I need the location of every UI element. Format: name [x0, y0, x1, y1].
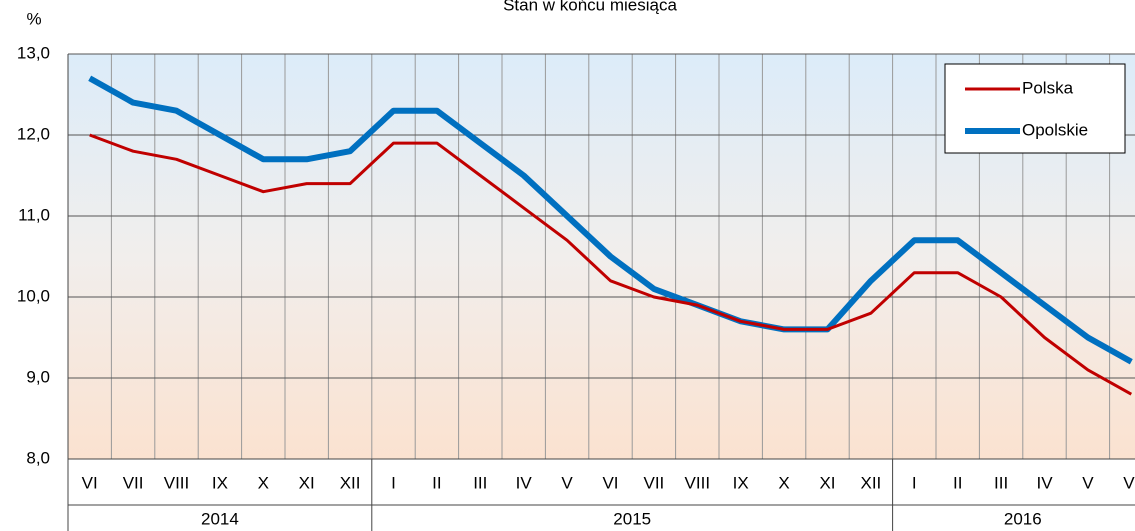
series-line — [89, 133, 1133, 396]
x-tick-label: VI — [82, 473, 98, 492]
y-tick-label: 10,0 — [17, 286, 50, 305]
x-tick-label: VI — [1123, 473, 1135, 492]
group-label: 2015 — [613, 509, 651, 528]
x-tick-label: VII — [644, 473, 665, 492]
y-tick-label: 13,0 — [17, 43, 50, 62]
x-tick-label: I — [391, 473, 396, 492]
group-label: 2014 — [201, 509, 239, 528]
legend-label: Opolskie — [1022, 120, 1088, 139]
x-tick-label: IX — [212, 473, 228, 492]
x-tick-label: V — [1082, 473, 1094, 492]
x-tick-label: I — [912, 473, 917, 492]
legend-box — [944, 63, 1126, 154]
x-tick-label: IV — [1036, 473, 1053, 492]
y-tick-label: 8,0 — [26, 448, 50, 467]
x-tick-label: IV — [516, 473, 533, 492]
x-tick-label: IX — [733, 473, 749, 492]
x-tick-label: II — [432, 473, 441, 492]
x-tick-label: XI — [819, 473, 835, 492]
x-tick-label: VI — [602, 473, 618, 492]
x-tick-label: VIII — [685, 473, 711, 492]
legend-label: Polska — [1022, 78, 1074, 97]
x-tick-label: VII — [123, 473, 144, 492]
group-label: 2016 — [1004, 509, 1042, 528]
y-tick-label: 11,0 — [18, 205, 50, 224]
chart-title: Stan w końcu miesiąca — [503, 0, 677, 14]
y-tick-label: 12,0 — [17, 124, 50, 143]
x-tick-label: III — [473, 473, 487, 492]
x-tick-label: II — [953, 473, 962, 492]
x-tick-label: III — [994, 473, 1008, 492]
x-tick-label: XII — [861, 473, 882, 492]
x-tick-label: XII — [340, 473, 361, 492]
y-axis-label: % — [26, 9, 41, 28]
x-tick-label: VIII — [164, 473, 190, 492]
x-tick-label: XI — [299, 473, 315, 492]
x-tick-label: X — [258, 473, 269, 492]
y-tick-label: 9,0 — [26, 367, 50, 386]
series-line — [88, 75, 1133, 365]
x-tick-label: X — [778, 473, 789, 492]
x-tick-label: V — [561, 473, 573, 492]
